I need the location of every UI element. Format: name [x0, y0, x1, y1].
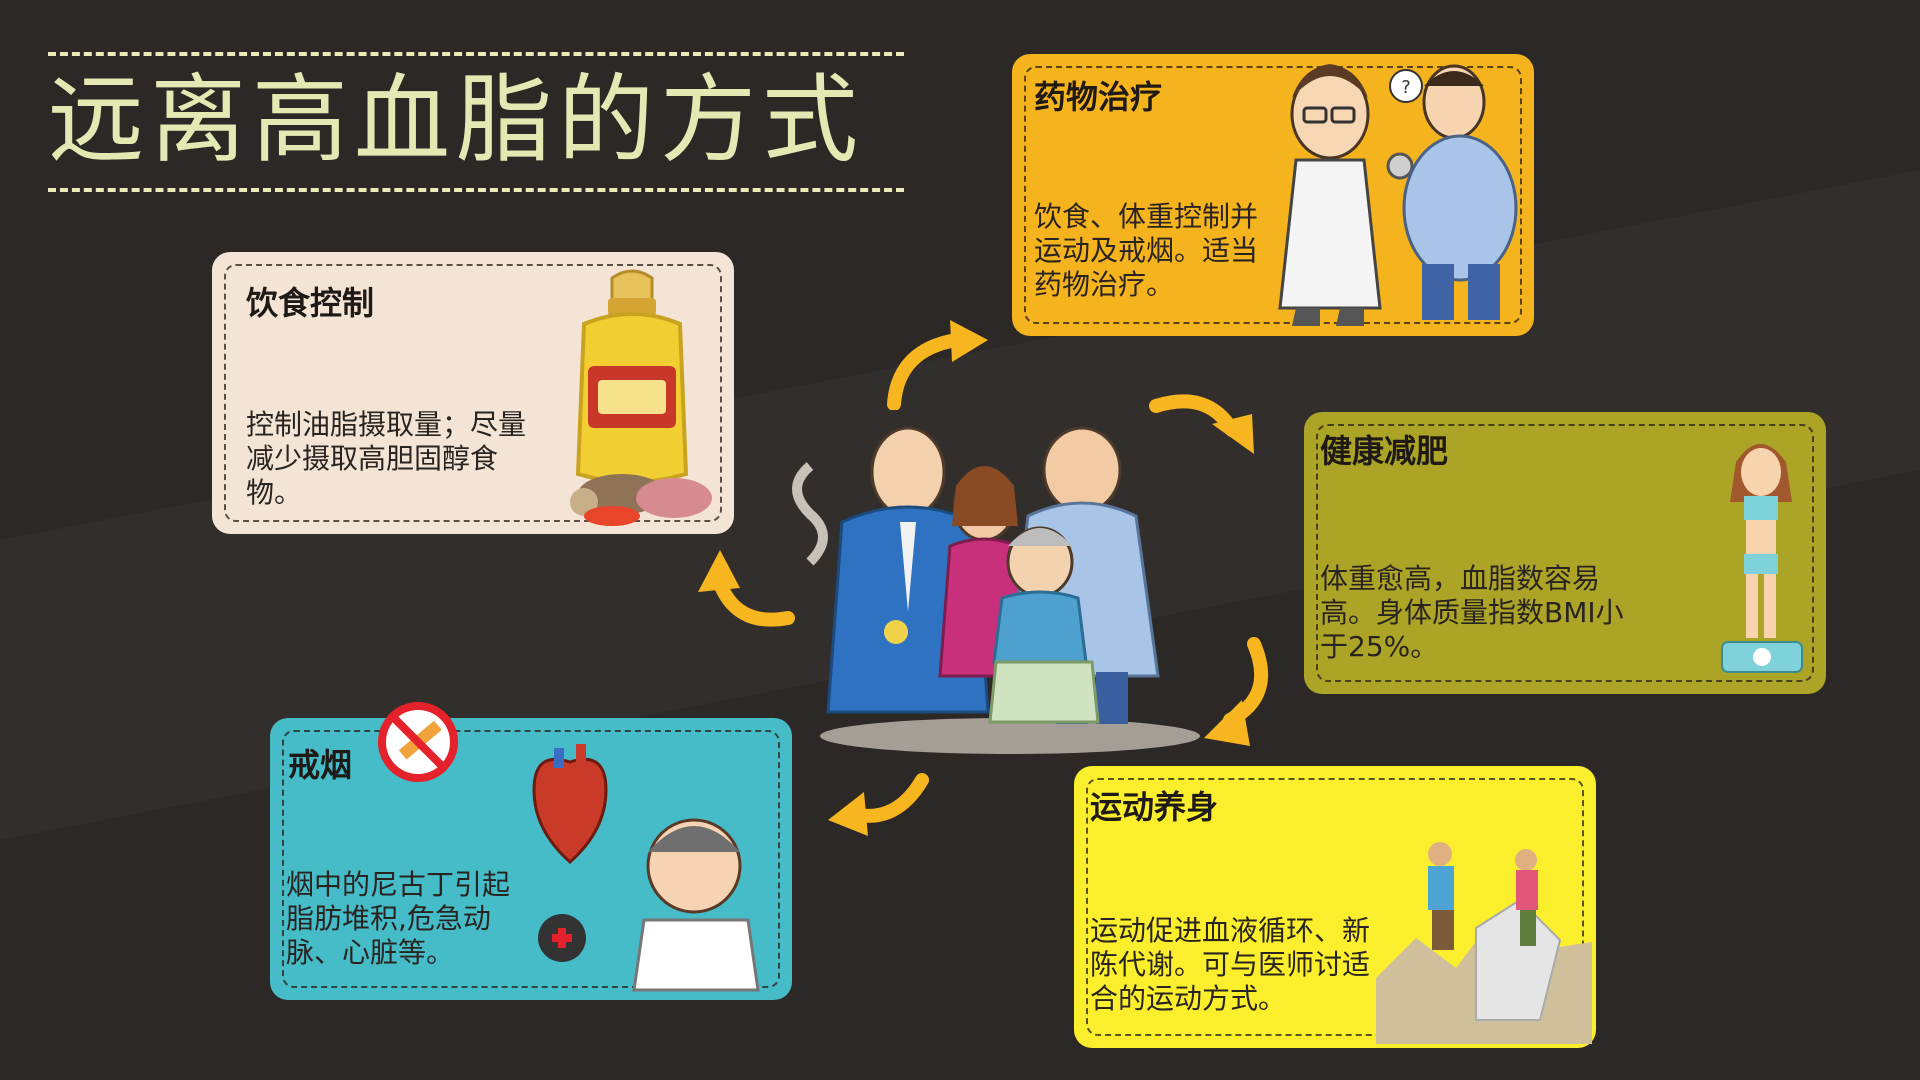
card-title: 戒烟: [288, 746, 353, 784]
card-title: 药物治疗: [1034, 78, 1163, 116]
woman-on-scale-icon: [1721, 444, 1803, 673]
quit-smoking-card: 戒烟 烟中的尼古丁引起脂肪堆积,危急动脉、心脏等。: [270, 702, 792, 1000]
card-body: 运动促进血液循环、新陈代谢。可与医师讨适合的运动方式。: [1090, 914, 1371, 1015]
healthy-weight-loss-card: 健康减肥 体重愈高，血脂数容易高。身体质量指数BMI小于25%。: [1304, 412, 1826, 694]
title-divider-bottom: [48, 188, 904, 192]
card-title: 饮食控制: [246, 284, 375, 322]
card-dashed-border: [1024, 66, 1522, 324]
card-body: 体重愈高，血脂数容易高。身体质量指数BMI小于25%。: [1320, 562, 1624, 663]
title-divider-top: [48, 52, 904, 56]
heart-and-sick-man-icon: [532, 744, 760, 992]
drug-treatment-card: 药物治疗 饮食、体重控制并运动及戒烟。适当药物治疗。 ?: [1012, 54, 1534, 336]
card-body: 烟中的尼古丁引起脂肪堆积,危急动脉、心脏等。: [286, 868, 511, 969]
page-title: 远离高血脂的方式: [48, 64, 864, 176]
card-title: 健康减肥: [1320, 432, 1449, 470]
svg-text:?: ?: [1401, 77, 1411, 98]
no-smoking-icon: [378, 702, 458, 782]
hikers-icon: [1376, 842, 1592, 1044]
doctor-and-patient-icon: ?: [1278, 64, 1518, 326]
card-body: 控制油脂摄取量；尽量减少摄取高胆固醇食物。: [246, 408, 527, 509]
arrow-left-up-icon: [698, 550, 795, 627]
arrow-up-right-icon: [887, 320, 988, 410]
diet-control-card: 饮食控制 控制油脂摄取量；尽量减少摄取高胆固醇食物。: [212, 252, 734, 534]
card-dashed-border: [1316, 424, 1814, 682]
card-dashed-border: [224, 264, 722, 522]
card-dashed-border: [1086, 778, 1584, 1036]
page-title-block: 远离高血脂的方式: [48, 52, 904, 192]
card-title: 运动养身: [1090, 788, 1219, 826]
arrow-right-down-icon: [1149, 394, 1254, 454]
arrow-left-down-icon: [828, 773, 929, 836]
card-body: 饮食、体重控制并运动及戒烟。适当药物治疗。: [1034, 200, 1259, 301]
exercise-health-card: 运动养身 运动促进血液循环、新陈代谢。可与医师讨适合的运动方式。: [1074, 766, 1596, 1048]
arrow-down-left-icon: [1204, 637, 1269, 746]
family-illustration: [792, 426, 1200, 754]
card-dashed-border: [282, 730, 780, 988]
oil-bottle-and-meat-icon: [570, 269, 712, 526]
